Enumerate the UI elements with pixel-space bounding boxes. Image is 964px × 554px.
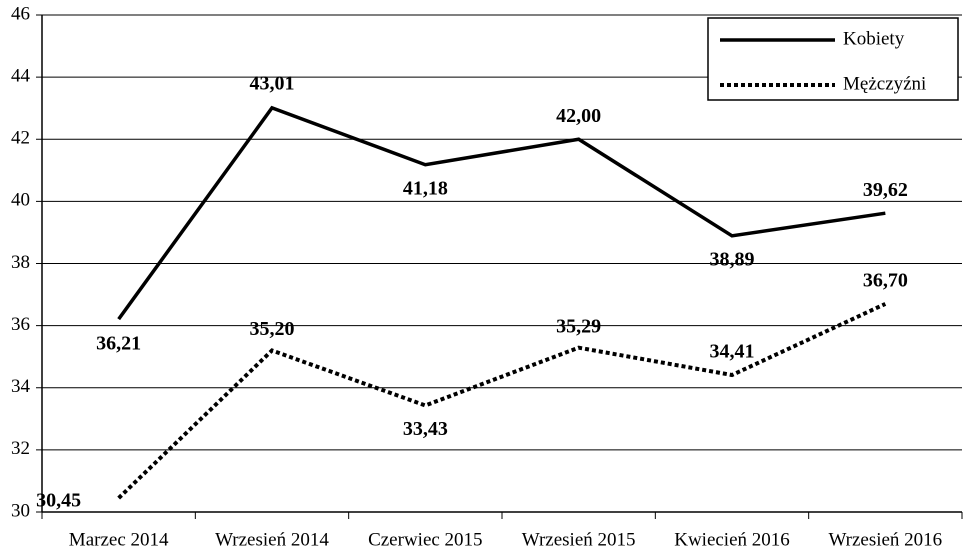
x-tick-label: Wrzesień 2016 (828, 529, 942, 550)
data-label: 38,89 (710, 248, 755, 270)
data-label: 36,21 (96, 333, 141, 355)
x-tick-label: Wrzesień 2015 (522, 529, 636, 550)
data-label: 41,18 (403, 177, 448, 199)
legend-label: Kobiety (843, 28, 905, 49)
data-label: 33,43 (403, 418, 448, 440)
x-tick-label: Kwiecień 2016 (674, 529, 790, 550)
data-label: 42,00 (556, 105, 601, 127)
x-tick-label: Czerwiec 2015 (368, 529, 482, 550)
y-tick-label: 38 (11, 252, 30, 273)
data-label: 43,01 (250, 72, 295, 94)
y-tick-label: 40 (11, 190, 30, 211)
y-tick-label: 46 (11, 3, 30, 24)
x-tick-label: Marzec 2014 (69, 529, 169, 550)
y-tick-label: 44 (11, 65, 31, 86)
data-label: 30,45 (36, 490, 81, 512)
legend-label: Mężczyźni (843, 73, 926, 94)
data-label: 34,41 (710, 341, 755, 363)
series-line (117, 105, 886, 321)
y-tick-label: 36 (11, 314, 30, 335)
y-tick-label: 32 (11, 438, 30, 459)
data-label: 35,29 (556, 315, 601, 337)
series-line (117, 302, 887, 500)
data-label: 36,70 (863, 269, 908, 291)
y-tick-label: 30 (11, 500, 30, 521)
y-tick-label: 34 (11, 376, 31, 397)
data-label: 39,62 (863, 179, 908, 201)
y-tick-label: 42 (11, 128, 30, 149)
x-tick-label: Wrzesień 2014 (215, 529, 329, 550)
data-label: 35,20 (250, 318, 295, 340)
